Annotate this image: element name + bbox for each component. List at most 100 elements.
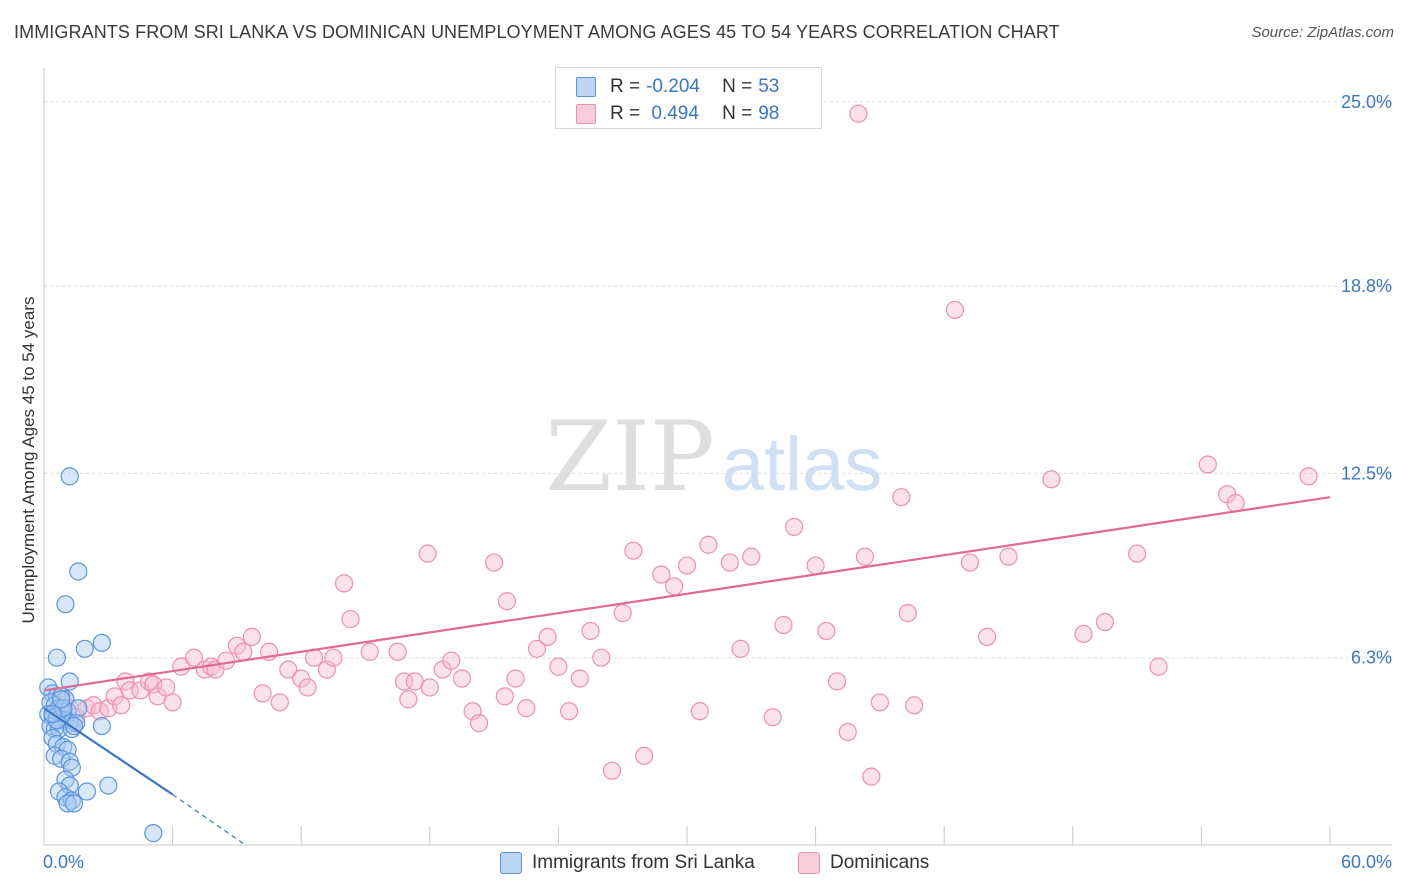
sri-lanka-point [69, 699, 88, 718]
dominican-point [602, 761, 622, 780]
dominican-point [217, 651, 236, 670]
sri-lanka-trendline-extension [172, 793, 246, 846]
dominican-point [341, 609, 360, 629]
dominican-point [806, 556, 825, 575]
dominican-point [506, 669, 525, 688]
dominican-point [624, 541, 643, 560]
legend-swatch-blue [500, 852, 522, 874]
dominican-point [184, 648, 204, 667]
source-note: Source: ZipAtlas.com [1251, 24, 1394, 41]
legend-n-label: N = [722, 103, 753, 124]
dominican-point [253, 684, 272, 703]
dominican-point [862, 767, 881, 786]
dominican-point [945, 300, 965, 319]
dominican-point [665, 577, 684, 596]
sri-lanka-point [92, 633, 111, 652]
dominican-point [1226, 494, 1245, 513]
y-tick-labels: 6.3% 12.5% 18.8% 25.0% [1341, 92, 1392, 668]
legend-n-value: 53 [758, 76, 780, 97]
sri-lanka-points [39, 467, 163, 843]
y-tick-label: 12.5% [1341, 463, 1392, 483]
dominican-point [420, 678, 439, 697]
dominican-point [388, 642, 407, 661]
dominican-point [774, 615, 793, 635]
dominican-point [1127, 544, 1147, 563]
dominican-point [870, 693, 890, 712]
dominican-point [394, 672, 414, 691]
dominican-point [360, 642, 379, 661]
dominican-point [399, 690, 418, 709]
sri-lanka-point [75, 639, 94, 658]
dominican-point [720, 553, 739, 572]
legend-r-value: 0.494 [646, 103, 699, 124]
sri-lanka-point [64, 794, 84, 813]
sri-lanka-point [77, 782, 96, 801]
dominicans-points [45, 104, 1318, 786]
dominican-point [1074, 624, 1093, 644]
series-legend: Immigrants from Sri Lanka Dominicans [0, 852, 1406, 878]
watermark-zip: ZIP [545, 401, 714, 513]
dominican-point [898, 604, 917, 623]
dominican-point [418, 544, 437, 563]
sri-lanka-point [56, 595, 75, 614]
dominican-point [163, 693, 182, 712]
dominican-point [112, 696, 131, 715]
sri-lanka-point [69, 562, 88, 581]
dominican-point [613, 604, 632, 623]
dominican-point [581, 621, 600, 641]
sri-lanka-point [60, 467, 79, 486]
dominican-point [892, 488, 911, 507]
dominican-point [849, 104, 868, 123]
dominican-point [527, 639, 547, 658]
legend-r-label: R = [610, 76, 641, 97]
legend-r-value: -0.204 [646, 76, 700, 97]
dominican-point [1198, 455, 1217, 474]
dominican-point [1042, 470, 1061, 489]
dominican-point [469, 714, 489, 733]
dominican-point [999, 547, 1018, 566]
dominican-point [485, 553, 504, 572]
sri-lanka-point [60, 776, 79, 795]
legend-n-value: 98 [758, 103, 780, 124]
sri-lanka-point [58, 794, 77, 813]
dominican-point [495, 687, 514, 706]
watermark-atlas: atlas [722, 422, 883, 507]
chart-title: IMMIGRANTS FROM SRI LANKA VS DOMINICAN U… [14, 22, 1060, 42]
dominican-point [570, 669, 589, 688]
dominican-point [242, 627, 262, 646]
dominican-point [592, 648, 611, 667]
correlation-legend: R = -0.204 N = 53 R = 0.494 N = 98 [555, 67, 822, 129]
dominican-point [1095, 612, 1115, 632]
dominican-point [270, 693, 289, 712]
legend-row-sri-lanka: R = -0.204 N = 53 [576, 74, 779, 100]
dominican-point [960, 553, 980, 572]
dominican-point [334, 574, 354, 593]
x-axis-min-label: 0.0% [43, 852, 85, 872]
legend-item-sri-lanka[interactable]: Immigrants from Sri Lanka [500, 852, 755, 874]
sri-lanka-point [99, 776, 118, 795]
dominican-point [652, 565, 671, 584]
legend-item-dominicans[interactable]: Dominicans [798, 852, 929, 874]
legend-row-dominicans: R = 0.494 N = 98 [576, 101, 779, 127]
dominican-point [855, 547, 874, 566]
dominican-point [324, 648, 343, 667]
sri-lanka-point [52, 690, 71, 709]
sri-lanka-point [92, 716, 111, 736]
legend-label-sri-lanka: Immigrants from Sri Lanka [532, 852, 755, 873]
dominican-point [234, 642, 253, 661]
dominican-point [763, 708, 782, 727]
dominican-point [905, 696, 924, 715]
dominican-point [1299, 467, 1318, 486]
watermark: ZIP atlas [545, 401, 882, 513]
dominican-point [827, 672, 847, 691]
legend-swatch-pink [576, 104, 596, 124]
dominican-point [120, 681, 139, 700]
legend-swatch-pink [798, 852, 820, 874]
dominican-point [452, 669, 472, 688]
trendlines [43, 496, 1331, 846]
dominican-point [838, 722, 857, 742]
sri-lanka-point [47, 648, 66, 667]
dominican-point [699, 535, 718, 554]
dominican-trendline [43, 496, 1331, 692]
